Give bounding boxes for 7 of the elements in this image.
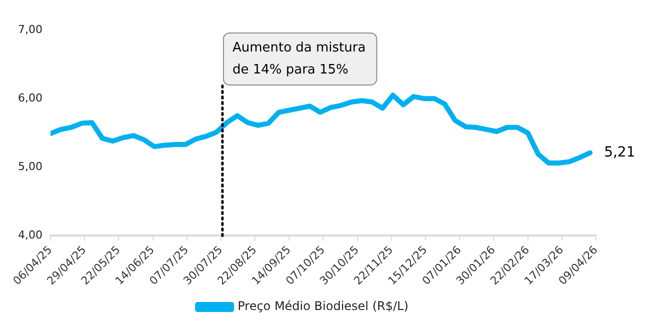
ref-line-label: Aumento da mistura de 14% para 15% (232, 40, 366, 78)
y-tick-label: 7,00 (18, 22, 42, 36)
y-tick-label: 6,00 (18, 91, 42, 104)
legend-label: Preço Médio Biodiesel (R$/L) (238, 299, 408, 314)
y-tick-label: 4,00 (18, 228, 42, 242)
data-label: 5,21 (604, 144, 636, 160)
y-tick-label: 5,00 (18, 160, 42, 174)
